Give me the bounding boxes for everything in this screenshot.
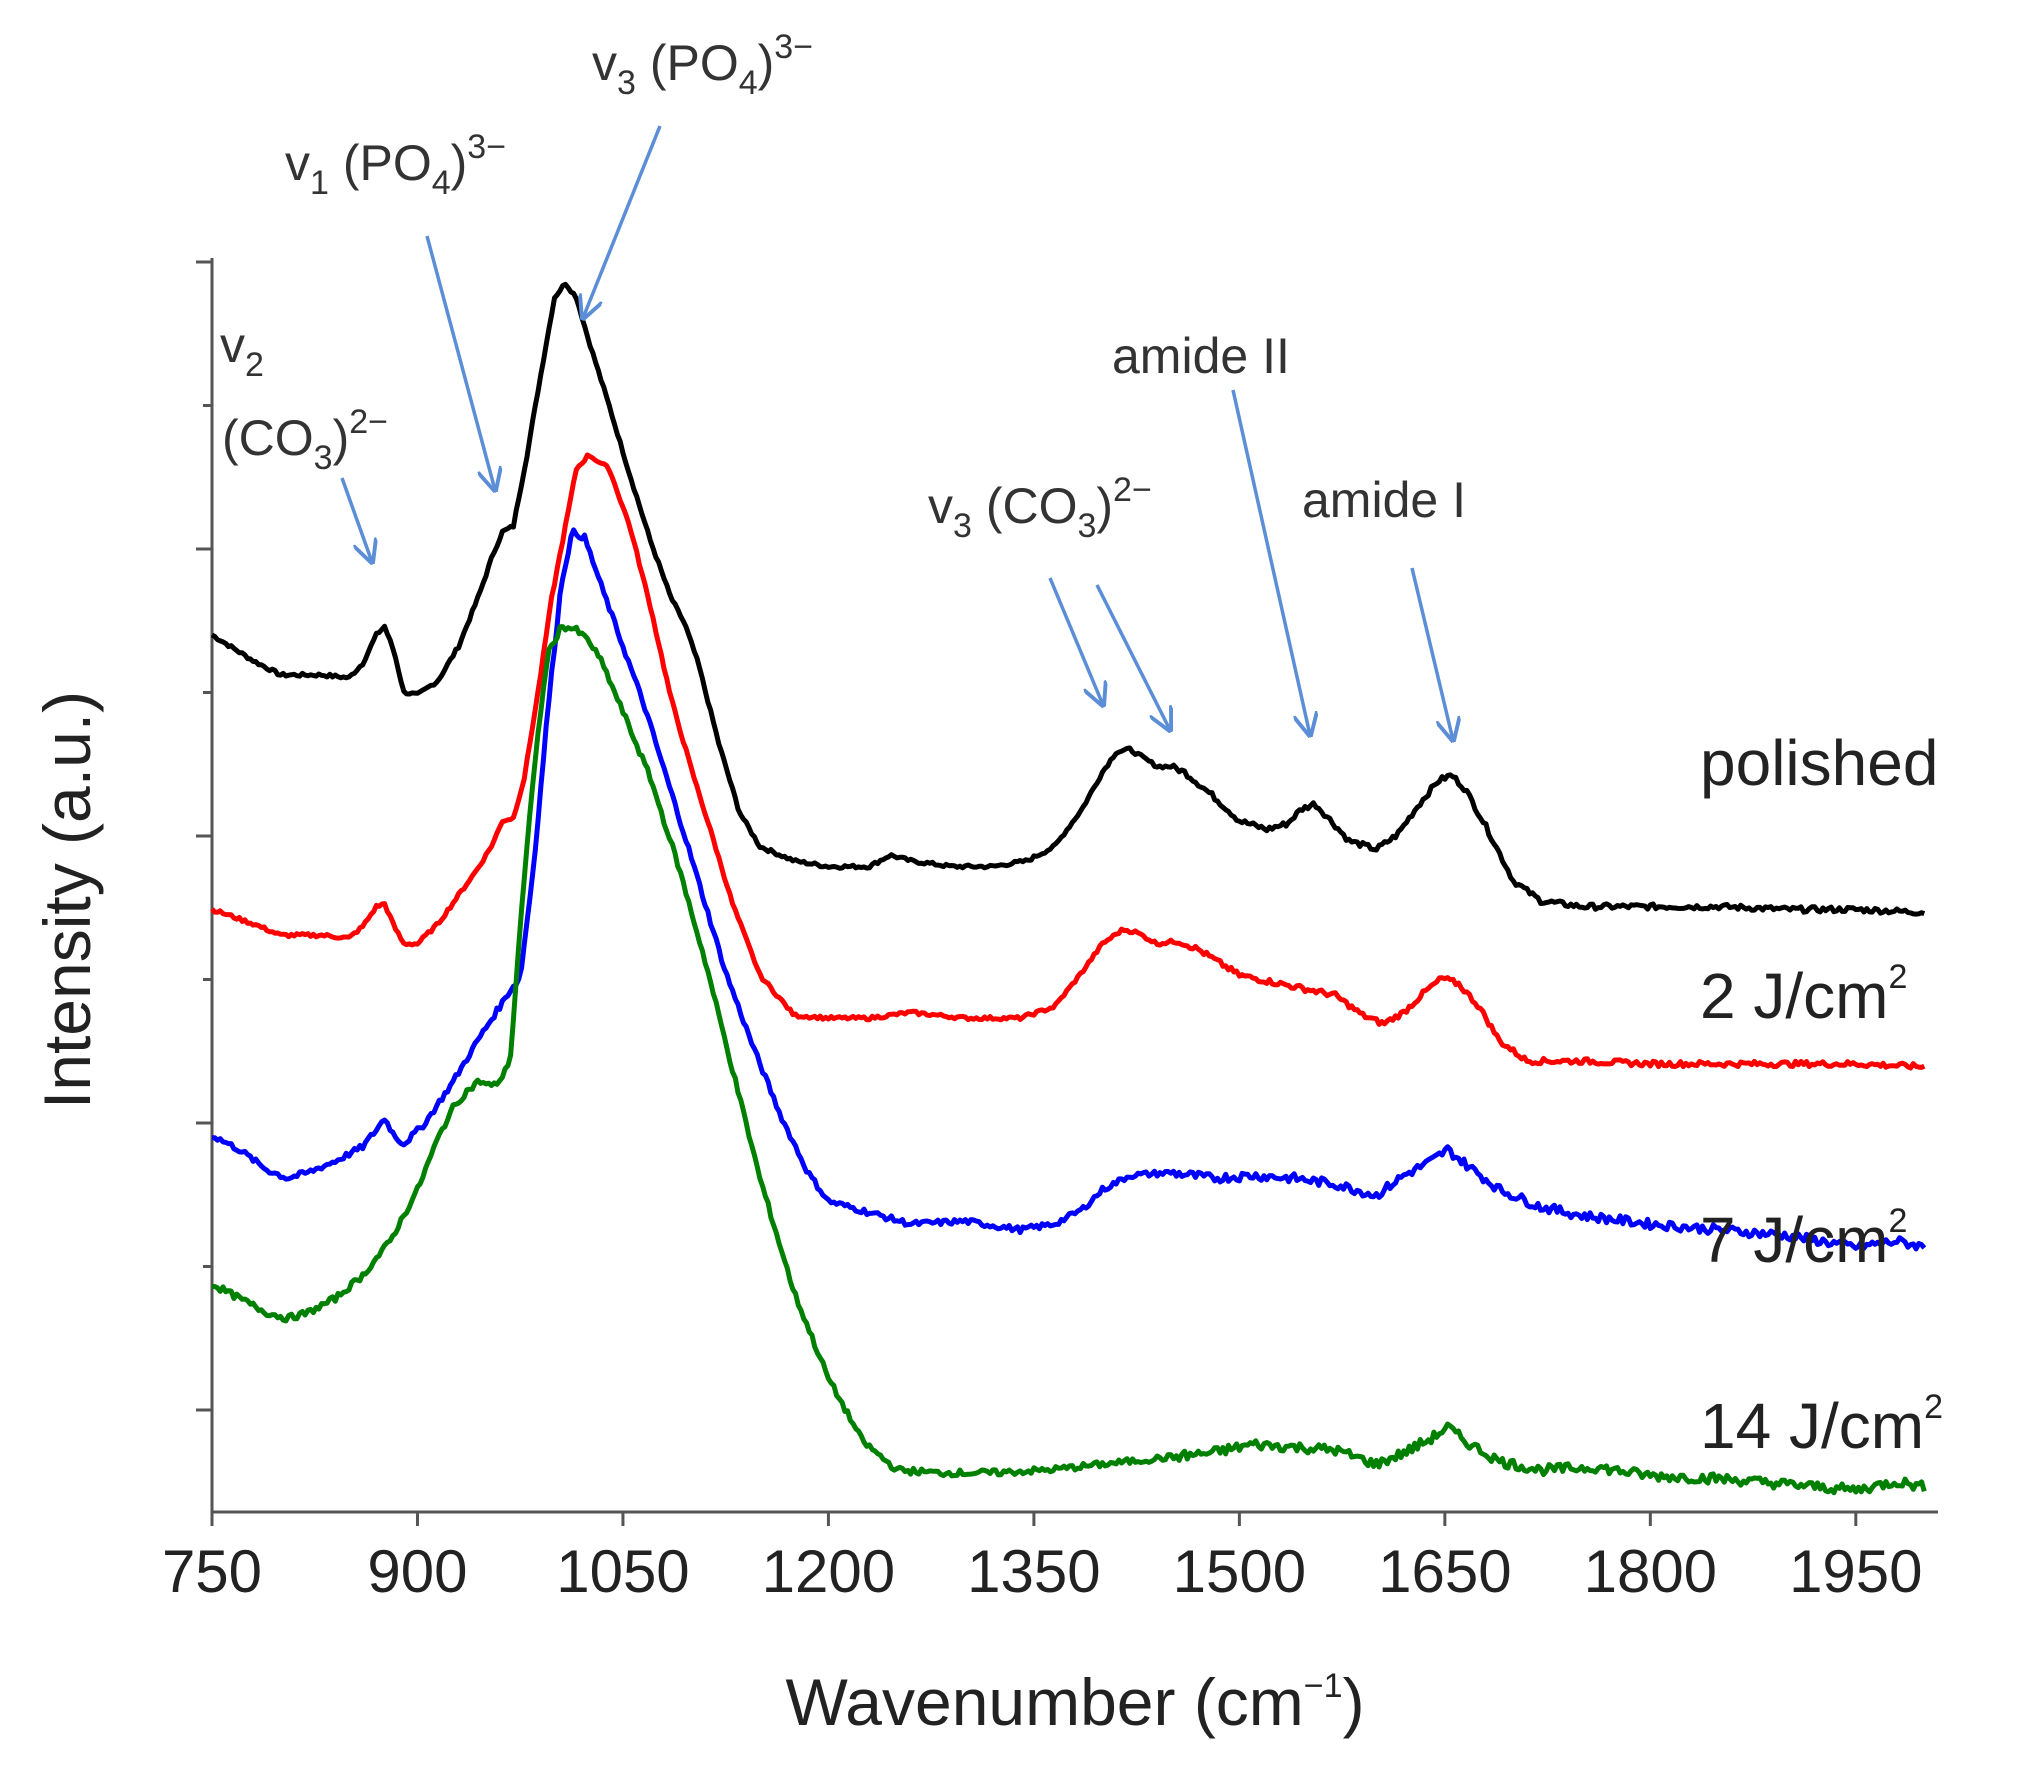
annotation-arrows: [340, 125, 1453, 740]
series-line-2-j-cm2: [210, 452, 1926, 1071]
arrow-amide-ii: [1231, 389, 1310, 735]
x-tick-label: 1650: [1378, 1538, 1511, 1605]
y-axis-title: Intensity (a.u.): [30, 691, 104, 1109]
series-label-2j: 2 J/cm2: [1700, 958, 1907, 1032]
x-tick-label: 1950: [1789, 1538, 1922, 1605]
x-tick-label: 1350: [967, 1538, 1100, 1605]
series-label-7j: 7 J/cm2: [1700, 1202, 1907, 1276]
peak-label-v3-co3: v3 (CO3)2−: [928, 471, 1152, 545]
series-group: [210, 281, 1927, 1496]
y-ticks: [196, 260, 212, 1412]
x-ticks: 750 900 1050 1200 1350 1500 1650 1800 1950: [162, 1512, 1923, 1605]
x-tick-label: 1050: [556, 1538, 689, 1605]
series-line-7-j-cm2: [211, 527, 1927, 1252]
x-axis-title: Wavenumber (cm−1): [785, 1665, 1364, 1739]
arrow-amide-i: [1410, 567, 1453, 740]
arrow-v2-co3: [340, 477, 372, 562]
peak-label-v3-po4: v3 (PO4)3−: [592, 28, 813, 102]
peak-label-v1-po4: v1 (PO4)3−: [285, 128, 506, 202]
peak-label-v2-co3-line2: (CO3)2−: [222, 403, 388, 477]
arrow-v3-co3-b: [1095, 584, 1170, 730]
arrow-v1-po4: [425, 235, 495, 490]
series-label-polished: polished: [1700, 727, 1938, 799]
x-tick-label: 1800: [1584, 1538, 1717, 1605]
x-tick-label: 1200: [762, 1538, 895, 1605]
peak-label-amide-ii: amide II: [1112, 328, 1290, 384]
arrow-v3-co3-a: [1048, 577, 1103, 705]
x-tick-label: 750: [162, 1538, 262, 1605]
series-label-14j: 14 J/cm2: [1700, 1388, 1943, 1462]
peak-label-v2-co3-line1: v2: [220, 317, 264, 384]
series-line-14-j-cm2: [211, 624, 1927, 1496]
series-line-polished: [210, 281, 1926, 917]
peak-label-amide-i: amide I: [1302, 472, 1466, 528]
x-tick-label: 900: [367, 1538, 467, 1605]
arrow-v3-po4: [583, 125, 662, 318]
x-tick-label: 1500: [1173, 1538, 1306, 1605]
